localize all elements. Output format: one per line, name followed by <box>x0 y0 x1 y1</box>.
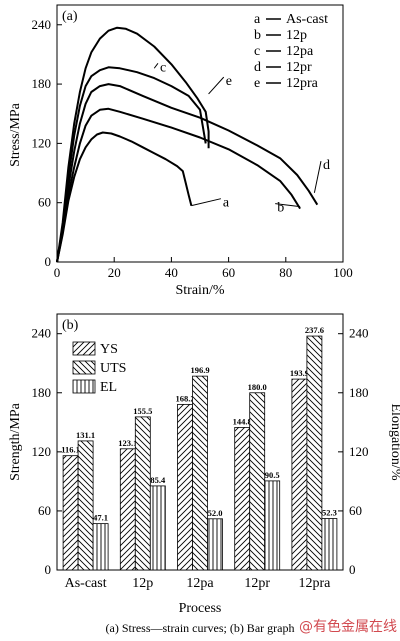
panel-a-stress-strain-chart: (a) Stress/MPa Strain/% 0 20 40 60 80 100 0 60 1… <box>8 4 353 298</box>
curve-label-leader-c <box>153 62 159 69</box>
panel-a-x-tick-label: 60 <box>222 265 235 280</box>
bar-value-label-uts-as-cast: 131.1 <box>76 430 95 440</box>
bar-value-label-el-12pr: 90.5 <box>265 470 280 480</box>
legend-a-name-12pa: 12pa <box>286 44 314 59</box>
legend-a-name-12pra: 12pra <box>286 76 319 91</box>
panel-b-y-tick-label: 0 <box>45 562 52 577</box>
bar-el-as-cast <box>92 523 109 571</box>
panel-a-label: (a) <box>62 9 78 24</box>
category-label-12pr: 12pr <box>244 576 270 591</box>
curve-label-leader-d <box>313 161 322 193</box>
category-label-12pra: 12pra <box>298 576 331 591</box>
curve-label-leader-e <box>208 76 225 95</box>
panel-a-y-axis-title: Stress/MPa <box>8 102 23 167</box>
bar-ys-12p <box>119 448 136 571</box>
bar-value-label-el-as-cast: 47.1 <box>93 513 108 523</box>
panel-a-x-tick-label: 40 <box>165 265 178 280</box>
curve-label-leader-a <box>191 198 221 207</box>
curve-label-a: a <box>223 196 230 211</box>
bar-value-label-uts-12p: 155.5 <box>133 406 152 416</box>
panel-a-frame <box>56 4 344 263</box>
panel-b-y-tick-label: 120 <box>32 444 52 459</box>
bar-value-label-ys-12pr: 144.8 <box>233 416 252 426</box>
panel-b-y-tick-label: 240 <box>32 326 52 341</box>
legend-b-swatch-el <box>72 379 96 394</box>
panel-a-y-tick-label: 180 <box>32 76 52 91</box>
legend-a-name-12p: 12p <box>286 28 307 43</box>
curve-label-leader-b <box>275 203 301 208</box>
panel-b-y-right-axis-title: Elongation/% <box>388 404 400 481</box>
panel-b-y-tick-label: 60 <box>38 503 51 518</box>
bar-ys-12pa <box>177 403 193 571</box>
curve-label-d: d <box>323 158 330 173</box>
figure-caption: (a) Stress—strain curves; (b) Bar graph <box>106 621 295 635</box>
panel-b-y-tick-label: 180 <box>32 385 52 400</box>
curve-label-e: e <box>226 74 232 89</box>
bar-uts-12pr <box>249 392 266 571</box>
panel-a-x-tick-label: 80 <box>279 265 292 280</box>
panel-a-x-axis-title: Strain/% <box>176 283 225 298</box>
legend-a-letter-d: d <box>254 60 261 75</box>
panel-a-x-tick-label: 0 <box>54 265 61 280</box>
bar-value-label-el-12pa: 52.0 <box>208 508 223 518</box>
legend-b-name-ys: YS <box>100 342 118 357</box>
panel-b-y-right-tick-label: 60 <box>349 503 362 518</box>
bar-value-label-uts-12pra: 237.6 <box>305 325 324 335</box>
legend-a-letter-a: a <box>254 12 261 27</box>
panel-a-y-tick-label: 60 <box>38 195 51 210</box>
bar-value-label-ys-12pa: 168.2 <box>175 393 194 403</box>
category-label-12p: 12p <box>132 576 153 591</box>
bar-ys-as-cast <box>62 455 79 571</box>
curve-12pr <box>56 83 319 263</box>
bar-el-12pa <box>207 518 223 571</box>
panel-a-y-tick-label: 240 <box>32 17 52 32</box>
legend-a-letter-c: c <box>254 44 260 59</box>
curve-12p <box>56 107 301 263</box>
bar-value-label-el-12pra: 52.3 <box>322 508 337 518</box>
panel-b-bar-chart: (b) Strength/MPa Elongation/% Process 0 0… <box>8 313 400 616</box>
panel-b-y-axis-title: Strength/MPa <box>8 402 23 481</box>
bar-value-label-ys-12p: 123.1 <box>118 438 137 448</box>
category-label-as-cast: As-cast <box>65 576 107 591</box>
curve-12pra <box>56 26 210 263</box>
bar-value-label-el-12p: 85.4 <box>150 475 166 485</box>
bar-uts-12p <box>134 416 151 571</box>
panel-b-y-right-tick-label: 120 <box>349 444 369 459</box>
curve-label-c: c <box>160 60 166 75</box>
legend-a-name-12pr: 12pr <box>286 60 312 75</box>
bar-value-label-ys-12pra: 193.9 <box>290 368 309 378</box>
legend-a-name-as-cast: As-cast <box>286 12 328 27</box>
legend-b-swatch-uts <box>72 360 96 375</box>
bar-uts-12pra <box>306 335 323 571</box>
panel-a-y-tick-label: 0 <box>45 254 52 269</box>
bar-el-12pra <box>321 518 338 571</box>
legend-a-letter-e: e <box>254 76 260 91</box>
panel-b-label: (b) <box>62 318 79 333</box>
panel-a-x-tick-label: 20 <box>108 265 121 280</box>
legend-b-name-uts: UTS <box>100 361 126 376</box>
curve-label-b: b <box>277 201 284 216</box>
panel-a-x-tick-label: 100 <box>333 265 353 280</box>
bar-el-12p <box>149 485 166 571</box>
bar-uts-12pa <box>192 375 208 571</box>
bar-ys-12pra <box>291 378 308 571</box>
bar-value-label-ys-as-cast: 116.1 <box>61 445 80 455</box>
bar-value-label-uts-12pa: 196.9 <box>190 365 209 375</box>
panel-b-x-axis-title: Process <box>179 601 222 616</box>
panel-b-y-right-tick-label: 0 <box>349 562 356 577</box>
legend-b-name-el: EL <box>100 380 117 395</box>
curve-12pa <box>56 66 207 263</box>
panel-a-y-tick-label: 120 <box>32 135 52 150</box>
category-label-12pa: 12pa <box>186 576 214 591</box>
bar-value-label-uts-12pr: 180.0 <box>248 382 267 392</box>
bar-ys-12pr <box>234 427 251 571</box>
bar-el-12pr <box>264 480 281 571</box>
legend-a-letter-b: b <box>254 28 261 43</box>
watermark: @有色金属在线 <box>299 618 397 635</box>
curve-as-cast <box>56 131 193 263</box>
legend-b-swatch-ys <box>72 341 96 356</box>
panel-b-y-right-tick-label: 180 <box>349 385 369 400</box>
bar-uts-as-cast <box>77 440 94 571</box>
panel-b-y-right-tick-label: 240 <box>349 326 369 341</box>
